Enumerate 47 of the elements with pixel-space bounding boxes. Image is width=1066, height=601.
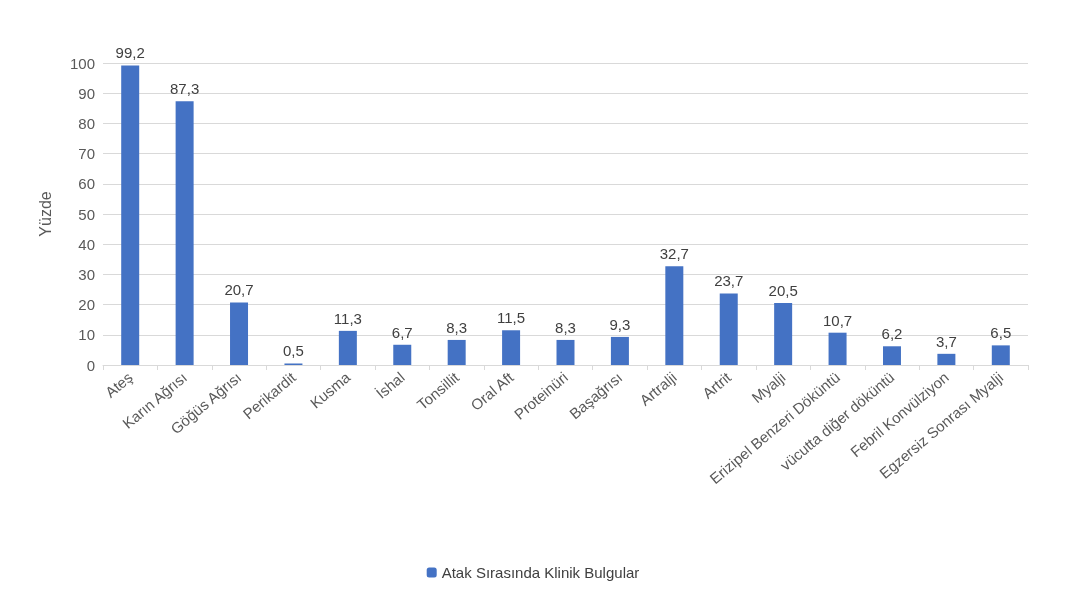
bar [338, 330, 357, 365]
bar [502, 330, 521, 365]
data-label: 0,5 [283, 342, 304, 360]
bar [447, 339, 466, 365]
y-tick-label: 40 [78, 235, 95, 253]
data-label: 8,3 [446, 318, 468, 336]
x-tick-label: Ateş [101, 368, 136, 401]
bar [230, 302, 249, 365]
y-axis-title: Yüzde [36, 191, 54, 237]
data-label: 11,3 [333, 309, 362, 327]
bar [393, 344, 412, 365]
data-label: 8,3 [555, 318, 576, 336]
data-label: 23,7 [714, 272, 744, 290]
data-label: 10,7 [822, 311, 853, 329]
y-tick-label: 80 [78, 114, 95, 132]
bar [121, 65, 140, 365]
y-tick-label: 60 [78, 175, 95, 193]
bar [774, 303, 793, 365]
data-label: 3,7 [935, 332, 957, 350]
data-label: 20,7 [224, 281, 254, 299]
legend-label: Atak Sırasında Klinik Bulgular [441, 564, 640, 581]
bar [882, 346, 901, 365]
data-label: 99,2 [115, 44, 145, 62]
y-tick-label: 50 [78, 205, 95, 223]
y-tick-label: 70 [78, 145, 95, 163]
y-tick-label: 10 [78, 326, 95, 344]
data-label: 6,5 [990, 324, 1012, 342]
data-label: 20,5 [768, 282, 798, 300]
bar [175, 101, 194, 365]
bar [828, 332, 847, 365]
y-tick-label: 0 [86, 356, 95, 374]
y-tick-label: 30 [78, 265, 95, 283]
y-tick-label: 90 [78, 84, 95, 102]
bar [991, 345, 1010, 365]
bar [665, 266, 684, 365]
y-tick-label: 20 [78, 296, 95, 314]
bar [937, 353, 956, 365]
bar [610, 336, 629, 365]
bar [556, 339, 575, 365]
data-label: 32,7 [659, 245, 689, 263]
data-label: 6,7 [391, 323, 413, 341]
data-label: 9,3 [609, 315, 631, 333]
bar [719, 293, 738, 365]
y-tick-label: 100 [69, 54, 95, 72]
data-label: 6,2 [881, 325, 903, 343]
data-label: 11,5 [497, 309, 526, 327]
data-label: 87,3 [170, 80, 200, 98]
